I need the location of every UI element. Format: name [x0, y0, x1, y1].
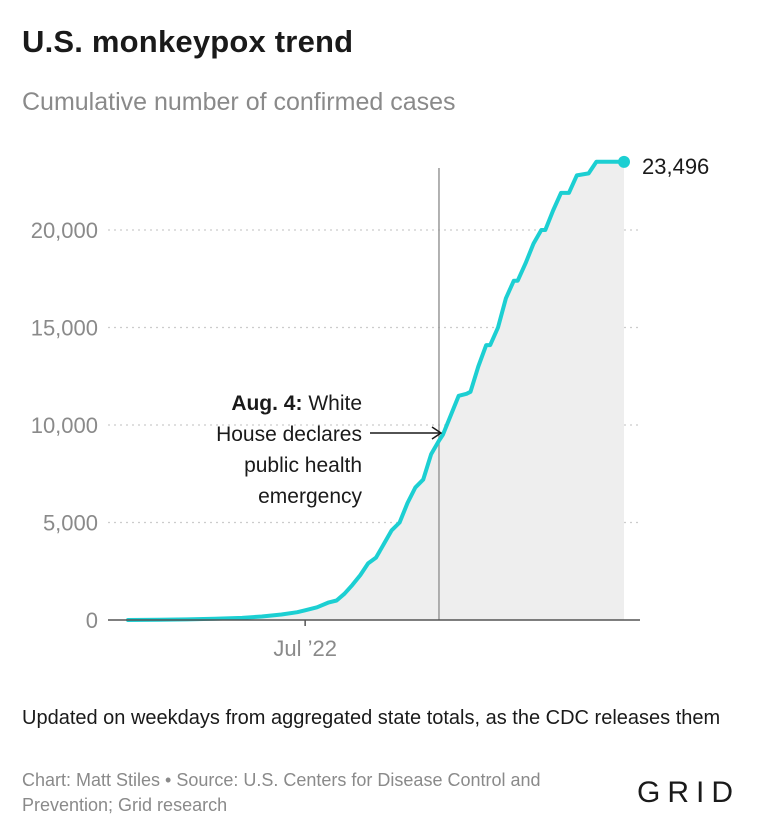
- cumulative-line: [126, 159, 626, 622]
- end-value-label: 23,496: [642, 154, 709, 179]
- annotation: Aug. 4: White House declares public health…: [216, 392, 443, 508]
- end-point-marker: [618, 155, 630, 168]
- y-tick-label: 5,000: [43, 511, 98, 536]
- y-tick-label: 20,000: [31, 218, 98, 243]
- x-tick-label: Jul ’22: [273, 636, 337, 661]
- chart-title: U.S. monkeypox trend: [22, 24, 354, 59]
- update-note: Updated on weekdays from aggregated stat…: [22, 707, 721, 729]
- x-axis-ticks: Jul ’22: [273, 620, 337, 661]
- y-tick-label: 15,000: [31, 316, 98, 341]
- annotation-text: Aug. 4: White House declares public health…: [216, 392, 362, 508]
- source-credit: Chart: Matt Stiles • Source: U.S. Center…: [22, 770, 541, 815]
- cumulative-area: [128, 161, 624, 621]
- grid-logo: GRID: [637, 776, 740, 809]
- y-axis-ticks: 0 5,000 10,000 15,000 20,000: [31, 218, 98, 633]
- y-tick-label: 10,000: [31, 413, 98, 438]
- annotation-arrowhead: [431, 426, 443, 440]
- gridlines: [108, 229, 640, 524]
- y-tick-label: 0: [86, 608, 98, 633]
- chart-subtitle: Cumulative number of confirmed cases: [22, 88, 456, 116]
